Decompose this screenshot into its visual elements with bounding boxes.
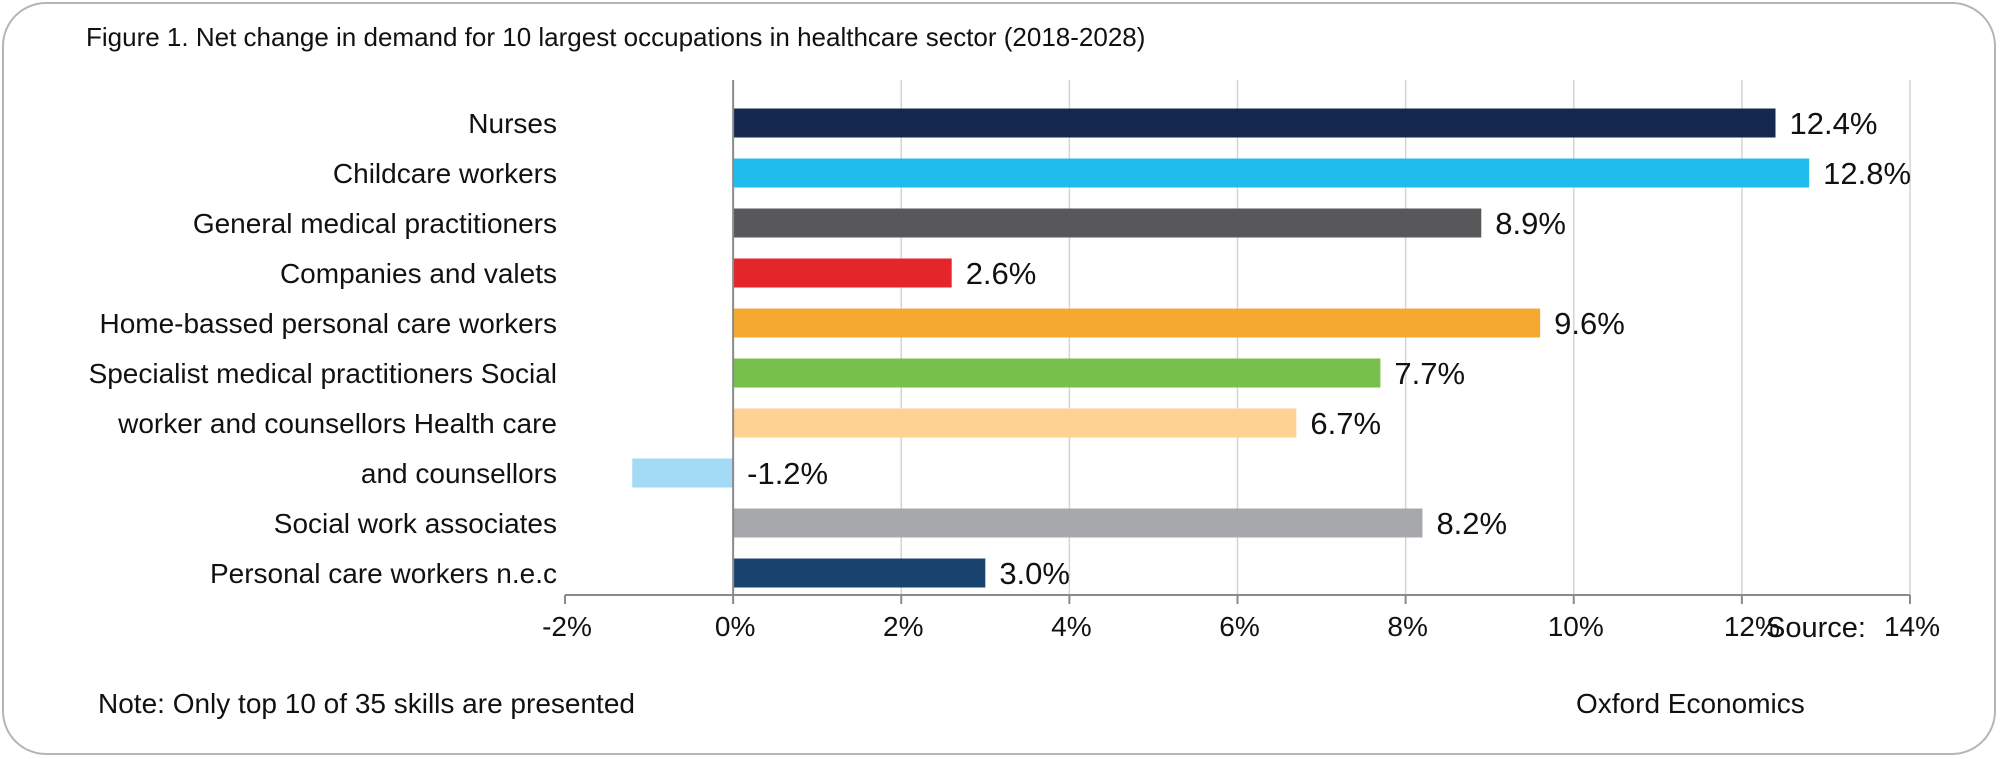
category-label: Nurses: [468, 108, 557, 139]
data-label: 12.4%: [1790, 106, 1878, 141]
bars: [632, 108, 1810, 588]
bar: [733, 558, 986, 588]
category-label: Specialist medical practitioners Social: [89, 358, 557, 389]
chart-title: Figure 1. Net change in demand for 10 la…: [86, 22, 1146, 52]
category-label: Childcare workers: [333, 158, 557, 189]
labels: 12.4% Nurses 12.8% Childcare workers 8.9% Gen…: [89, 106, 1911, 591]
x-tick-label: -2%: [542, 611, 592, 642]
x-tick-label: 6%: [1219, 611, 1259, 642]
axes: -2% 0% 2% 4% 6% 8% 10% 12% 14%: [542, 80, 1940, 642]
category-label: worker and counsellors Health care: [117, 408, 557, 439]
data-label: 7.7%: [1394, 356, 1465, 391]
bar: [733, 208, 1482, 238]
bar: [733, 308, 1541, 338]
source-name: Oxford Economics: [1576, 688, 1805, 719]
data-label: 6.7%: [1310, 406, 1381, 441]
bar: [632, 458, 734, 488]
data-label: 9.6%: [1554, 306, 1625, 341]
data-label: 2.6%: [966, 256, 1037, 291]
data-label: 8.9%: [1495, 206, 1566, 241]
x-tick-label: 0%: [715, 611, 755, 642]
data-label: -1.2%: [747, 456, 828, 491]
x-tick-label: 12%: [1724, 611, 1780, 642]
bar: [733, 158, 1810, 188]
bar: [733, 508, 1423, 538]
chart-note: Note: Only top 10 of 35 skills are prese…: [98, 688, 635, 719]
category-label: Social work associates: [274, 508, 557, 539]
bar: [733, 358, 1381, 388]
bar: [733, 408, 1297, 438]
category-label: Home-bassed personal care workers: [99, 308, 557, 339]
category-label: Personal care workers n.e.c: [210, 558, 557, 589]
source-label: Source:: [1766, 612, 1866, 644]
bar: [733, 258, 952, 288]
x-tick-label: 4%: [1051, 611, 1091, 642]
data-label: 8.2%: [1436, 506, 1507, 541]
x-tick-label: 8%: [1387, 611, 1427, 642]
category-label: and counsellors: [361, 458, 557, 489]
category-label: Companies and valets: [280, 258, 557, 289]
x-tick-label: 2%: [883, 611, 923, 642]
category-label: General medical practitioners: [193, 208, 557, 239]
data-label: 3.0%: [999, 556, 1070, 591]
x-tick-label: 14%: [1884, 611, 1940, 642]
data-label: 12.8%: [1823, 156, 1911, 191]
bar: [733, 108, 1776, 138]
x-tick-label: 10%: [1548, 611, 1604, 642]
